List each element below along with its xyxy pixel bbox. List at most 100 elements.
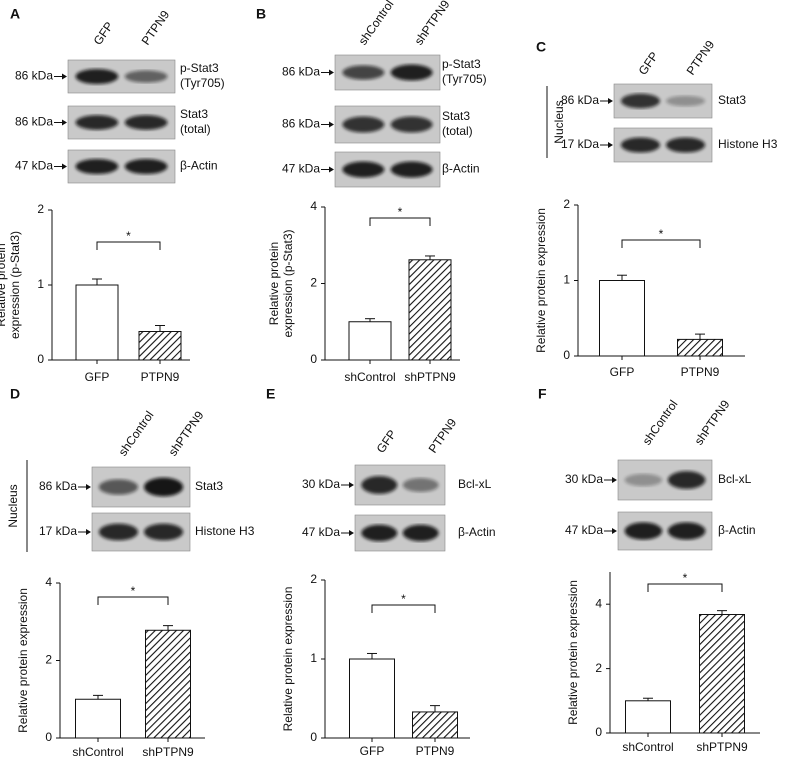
protein-label: (total) — [442, 124, 473, 138]
x-tick-label: shControl — [622, 740, 673, 754]
significance-bracket — [647, 583, 723, 592]
protein-label: Stat3 — [442, 109, 470, 123]
y-axis-label: Relative protein — [0, 243, 8, 326]
protein-label: Bcl-xL — [458, 477, 492, 491]
protein-label: (Tyr705) — [442, 72, 487, 86]
y-axis-label: expression (p-Stat3) — [281, 229, 295, 337]
lane-label: GFP — [91, 19, 117, 47]
significance-bracket — [369, 217, 431, 226]
kda-label: 30 kDa — [565, 472, 603, 486]
bar — [145, 629, 191, 739]
y-tick-label: 1 — [310, 651, 317, 665]
kda-label: 47 kDa — [565, 523, 603, 537]
x-tick-label: PTPN9 — [141, 370, 180, 384]
significance-label: * — [126, 229, 131, 243]
protein-label: p-Stat3 — [442, 57, 481, 71]
kda-label: 86 kDa — [282, 117, 320, 131]
blot-band — [624, 522, 663, 540]
kda-label: 86 kDa — [39, 479, 77, 493]
y-tick-label: 2 — [563, 197, 570, 211]
panel-label: B — [256, 6, 266, 22]
y-axis-label: Relative protein expression — [566, 580, 580, 725]
protein-label: β-Actin — [442, 162, 480, 176]
bar — [408, 259, 452, 361]
blot-band — [342, 116, 385, 133]
y-axis-label: Relative protein expression — [534, 208, 548, 353]
protein-label: Stat3 — [718, 93, 746, 107]
arrow-head — [608, 98, 613, 104]
arrow-head — [62, 119, 67, 126]
nucleus-label: Nucleus — [552, 100, 566, 143]
kda-label: 47 kDa — [282, 162, 320, 176]
protein-label: Stat3 — [180, 107, 208, 121]
protein-label: Bcl-xL — [718, 472, 752, 486]
y-tick-label: 4 — [310, 199, 317, 213]
significance-label: * — [659, 227, 664, 241]
protein-label: β-Actin — [458, 525, 496, 539]
x-tick-label: PTPN9 — [681, 365, 720, 379]
blot-band — [124, 70, 168, 83]
lane-label: shPTPN9 — [412, 0, 453, 48]
arrow-head — [612, 528, 617, 534]
lane-label: shPTPN9 — [692, 397, 733, 447]
protein-label: (Tyr705) — [180, 76, 225, 90]
bar — [677, 338, 723, 357]
lane-label: shControl — [356, 0, 397, 48]
panel-label: E — [266, 386, 275, 402]
blot-band — [390, 161, 433, 178]
bar — [138, 331, 182, 361]
arrow-head — [349, 482, 354, 488]
arrow-head — [349, 530, 354, 536]
bar — [349, 658, 395, 739]
bar — [625, 700, 671, 734]
kda-label: 17 kDa — [39, 524, 77, 538]
arrow-head — [86, 484, 91, 490]
lane-label: GFP — [636, 49, 662, 77]
blot-band — [665, 95, 706, 107]
y-axis-label: Relative protein — [267, 242, 281, 325]
y-tick-label: 1 — [563, 273, 570, 287]
x-tick-label: GFP — [85, 370, 110, 384]
y-tick-label: 2 — [310, 572, 317, 586]
arrow-head — [62, 163, 67, 170]
significance-bracket — [96, 241, 161, 250]
panel-label: C — [536, 39, 546, 55]
lane-label: GFP — [374, 427, 400, 455]
significance-bracket — [621, 239, 701, 248]
bar — [412, 711, 458, 739]
x-tick-label: shPTPN9 — [142, 745, 194, 758]
bar — [348, 321, 392, 361]
blot-band — [620, 93, 661, 109]
bar — [699, 614, 745, 734]
arrow-head — [608, 142, 613, 148]
panel-label: F — [538, 386, 547, 402]
lane-label: PTPN9 — [426, 416, 460, 456]
blot-band — [624, 473, 663, 487]
protein-label: Histone H3 — [195, 524, 255, 538]
blot-band — [75, 158, 119, 175]
arrow-head — [329, 69, 334, 76]
x-tick-label: shPTPN9 — [696, 740, 748, 754]
y-tick-label: 0 — [563, 348, 570, 362]
lane-label: PTPN9 — [139, 8, 173, 48]
blot-band — [361, 524, 398, 542]
lane-label: shControl — [640, 397, 681, 447]
blot-band — [98, 523, 139, 541]
blot-band — [402, 478, 439, 492]
significance-label: * — [683, 571, 688, 585]
kda-label: 86 kDa — [15, 69, 53, 83]
kda-label: 86 kDa — [282, 65, 320, 79]
arrow-head — [329, 166, 334, 173]
x-tick-label: shControl — [344, 370, 395, 384]
lane-label: shControl — [116, 408, 157, 458]
blot-band — [143, 477, 184, 497]
panel-label: D — [10, 386, 20, 402]
y-tick-label: 0 — [310, 730, 317, 744]
blot-band — [667, 522, 706, 540]
blot-band — [620, 137, 661, 153]
x-tick-label: GFP — [610, 365, 635, 379]
protein-label: β-Actin — [718, 523, 756, 537]
y-tick-label: 1 — [37, 277, 44, 291]
significance-label: * — [398, 205, 403, 219]
